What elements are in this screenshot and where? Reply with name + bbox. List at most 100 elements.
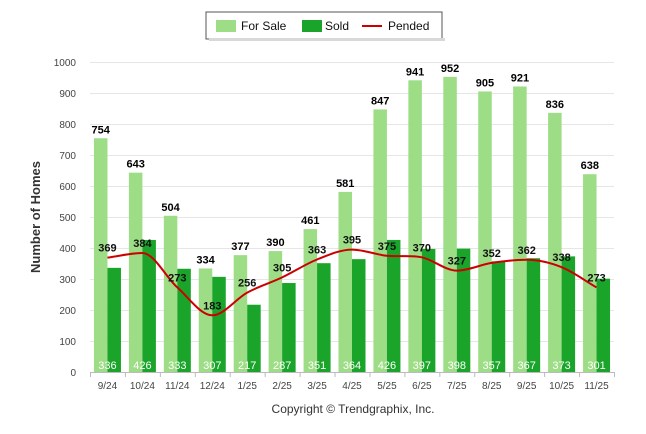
for-sale-value-label: 941: [406, 66, 424, 78]
for-sale-value-label: 847: [371, 95, 389, 107]
y-tick-label: 200: [59, 306, 76, 317]
for-sale-bottom-label: 397: [413, 360, 431, 372]
pended-value-label: 362: [517, 245, 535, 257]
x-tick-label: 4/25: [342, 381, 362, 392]
pended-value-label: 363: [308, 244, 326, 256]
for-sale-value-labels: 754 643 504 334 377 390 461 581 847 941 952 905 921 8…: [92, 63, 599, 267]
x-tick-label: 11/24: [165, 381, 190, 392]
pended-value-label: 384: [133, 238, 152, 250]
for-sale-value-label: 334: [196, 254, 215, 266]
pended-value-label: 327: [448, 256, 466, 268]
bar-sold: [491, 261, 506, 372]
x-tick-label: 11/25: [584, 381, 609, 392]
for-sale-bottom-label: 336: [98, 360, 116, 372]
y-tick-label: 900: [59, 89, 76, 100]
legend-swatch-for-sale: [216, 20, 236, 32]
bar-sold: [142, 239, 156, 372]
y-tick-label: 0: [70, 368, 76, 379]
for-sale-value-label: 952: [441, 63, 459, 75]
pended-value-label: 338: [552, 252, 570, 264]
bar-for-sale: [443, 76, 457, 372]
for-sale-value-label: 905: [476, 77, 494, 89]
for-sale-bottom-label: 301: [587, 360, 605, 372]
pended-value-label: 256: [238, 278, 256, 290]
for-sale-value-label: 921: [511, 72, 529, 84]
bar-for-sale: [338, 191, 352, 372]
for-sale-bottom-label: 373: [552, 360, 570, 372]
pended-value-label: 273: [587, 272, 605, 284]
for-sale-value-label: 754: [92, 124, 111, 136]
for-sale-bottom-label: 307: [203, 360, 221, 372]
bar-sold: [561, 256, 576, 372]
legend-box: [205, 11, 443, 40]
bar-sold: [352, 259, 366, 372]
bar-for-sale: [163, 215, 178, 372]
for-sale-bottom-label: 351: [308, 360, 326, 372]
bar-for-sale: [198, 268, 213, 372]
x-tick-label: 1/25: [237, 381, 257, 392]
x-tick-label: 9/24: [98, 381, 118, 392]
y-axis-title: Number of Homes: [28, 161, 43, 273]
y-tick-label: 600: [59, 182, 76, 193]
bar-sold: [317, 263, 331, 372]
y-tick-label: 100: [59, 337, 76, 348]
for-sale-value-label: 643: [126, 159, 144, 171]
bar-for-sale: [233, 255, 248, 372]
bar-for-sale: [373, 109, 387, 373]
bar-for-sale: [478, 91, 492, 372]
for-sale-value-label: 581: [336, 178, 354, 190]
bar-sold: [386, 239, 401, 372]
y-tick-label: 1000: [54, 58, 77, 69]
for-sale-value-label: 390: [266, 237, 284, 249]
copyright-text: Copyright © Trendgraphix, Inc.: [272, 402, 435, 416]
x-tick-label: 9/25: [517, 381, 537, 392]
series-for-sale: [93, 76, 597, 373]
for-sale-bottom-label: 333: [168, 360, 186, 372]
bar-for-sale: [583, 174, 597, 372]
y-tick-label: 800: [59, 120, 76, 131]
bottom-value-labels: 336 426 333 307 217 287 351 364 426 397 398 357 367 3…: [98, 360, 605, 372]
pended-value-label: 375: [378, 241, 396, 253]
for-sale-bottom-label: 287: [273, 360, 291, 372]
for-sale-bottom-label: 357: [483, 360, 501, 372]
x-tick-label: 7/25: [447, 381, 467, 392]
bar-sold: [596, 278, 611, 372]
x-tick-label: 3/25: [307, 381, 327, 392]
for-sale-value-label: 836: [546, 99, 564, 111]
bar-sold: [456, 248, 471, 372]
bar-sold: [282, 283, 296, 372]
y-tick-label: 700: [59, 151, 76, 162]
series-pended: [107, 248, 598, 317]
legend: For Sale Sold Pended: [205, 11, 445, 41]
legend-label-pended: Pended: [388, 19, 429, 33]
pended-value-label: 273: [168, 272, 186, 284]
for-sale-bottom-label: 398: [448, 360, 466, 372]
bar-sold: [212, 276, 226, 372]
legend-label-sold: Sold: [325, 19, 349, 33]
x-axis-ticks: 9/24 10/24 11/24 12/24 1/25 2/25 3/25 4/25 5/25 6…: [90, 372, 615, 392]
bar-sold: [526, 258, 541, 372]
pended-line: [107, 248, 598, 317]
x-tick-label: 6/25: [412, 381, 432, 392]
bar-sold: [177, 268, 191, 372]
for-sale-bottom-label: 426: [378, 360, 396, 372]
bar-for-sale: [513, 86, 527, 373]
bar-for-sale: [408, 80, 422, 372]
for-sale-value-label: 504: [161, 202, 180, 214]
series-sold: [107, 239, 611, 372]
legend-swatch-sold: [302, 20, 322, 32]
pended-value-label: 395: [343, 235, 361, 247]
pended-value-label: 369: [98, 243, 116, 255]
x-tick-label: 8/25: [482, 381, 502, 392]
for-sale-bottom-label: 426: [133, 360, 151, 372]
bar-sold: [247, 304, 261, 372]
x-tick-label: 12/24: [200, 381, 225, 392]
pended-value-label: 183: [203, 300, 221, 312]
bar-sold: [421, 248, 436, 372]
x-tick-label: 5/25: [377, 381, 397, 392]
legend-label-for-sale: For Sale: [241, 19, 287, 33]
x-tick-label: 10/25: [549, 381, 574, 392]
bar-for-sale: [128, 172, 143, 372]
x-tick-label: 10/24: [130, 381, 155, 392]
